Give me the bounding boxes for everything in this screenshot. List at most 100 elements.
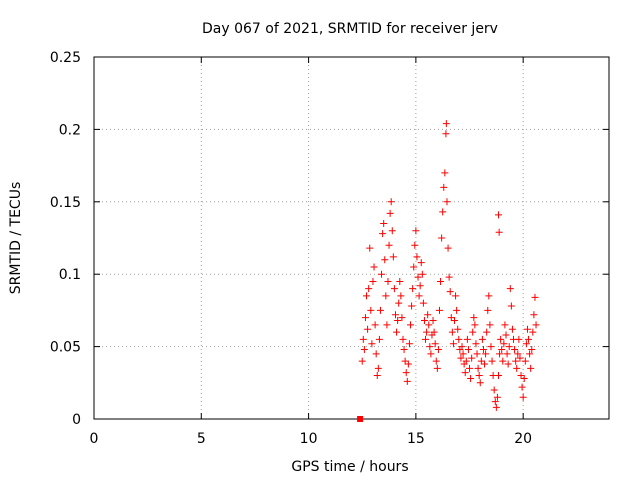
- data-point: [415, 292, 423, 300]
- y-tick-label: 0.05: [50, 340, 81, 356]
- data-point: [468, 354, 476, 362]
- data-point: [528, 345, 536, 353]
- chart-title: Day 067 of 2021, SRMTID for receiver jer…: [202, 21, 498, 37]
- data-point: [413, 253, 421, 261]
- data-point: [479, 345, 487, 353]
- data-point: [387, 198, 395, 206]
- data-point: [364, 325, 372, 333]
- data-point: [523, 325, 531, 333]
- data-point: [516, 354, 524, 362]
- data-point: [502, 331, 510, 339]
- data-point: [391, 311, 399, 319]
- data-point: [402, 369, 410, 377]
- data-point: [522, 340, 530, 348]
- data-point: [435, 306, 443, 314]
- data-point: [390, 285, 398, 293]
- plot-frame: [93, 56, 610, 420]
- data-point: [368, 340, 376, 348]
- data-point: [404, 360, 412, 368]
- data-point: [491, 398, 499, 406]
- data-point: [398, 314, 406, 322]
- data-point: [380, 220, 388, 228]
- data-point: [506, 285, 514, 293]
- data-point: [423, 328, 431, 336]
- data-point: [504, 360, 512, 368]
- data-point: [499, 357, 507, 365]
- data-point: [500, 340, 508, 348]
- data-point: [438, 234, 446, 242]
- data-point: [375, 335, 383, 343]
- data-point: [401, 357, 409, 365]
- data-point: [490, 386, 498, 394]
- data-point: [496, 350, 504, 358]
- data-point: [458, 343, 466, 351]
- data-point: [466, 364, 474, 372]
- x-tick-label: 5: [197, 431, 206, 447]
- data-point: [376, 306, 384, 314]
- x-tick-label: 20: [514, 431, 532, 447]
- data-point: [485, 292, 493, 300]
- data-point: [472, 340, 480, 348]
- data-point: [396, 277, 404, 285]
- data-point: [378, 270, 386, 278]
- data-point: [389, 253, 397, 261]
- data-point: [482, 350, 490, 358]
- data-point: [476, 379, 484, 387]
- data-point: [371, 321, 379, 329]
- data-point: [462, 357, 470, 365]
- data-point: [508, 325, 516, 333]
- data-point: [469, 328, 477, 336]
- data-point: [529, 328, 537, 336]
- y-tick-label: 0.25: [50, 50, 81, 66]
- data-point: [470, 314, 478, 322]
- data-point: [411, 241, 419, 249]
- data-point: [447, 314, 455, 322]
- x-tick-label: 15: [407, 431, 425, 447]
- data-point: [372, 350, 380, 358]
- x-tick-label: 0: [90, 431, 99, 447]
- data-point: [433, 364, 441, 372]
- y-tick-label: 0.2: [59, 122, 81, 138]
- data-point: [429, 317, 437, 325]
- x-tick-label: 10: [300, 431, 318, 447]
- data-point: [518, 383, 526, 391]
- data-point: [412, 227, 420, 235]
- data-point: [394, 317, 402, 325]
- data-point: [379, 230, 387, 238]
- data-point: [445, 273, 453, 281]
- data-point: [370, 263, 378, 271]
- data-point: [492, 403, 500, 411]
- data-point: [437, 277, 445, 285]
- data-point: [414, 273, 422, 281]
- data-point: [400, 345, 408, 353]
- data-point: [430, 328, 438, 336]
- data-point: [359, 335, 367, 343]
- data-point: [360, 345, 368, 353]
- data-point: [461, 369, 469, 377]
- data-point: [407, 321, 415, 329]
- data-point: [498, 345, 506, 353]
- data-point: [526, 350, 534, 358]
- data-point: [505, 343, 513, 351]
- data-point: [493, 393, 501, 401]
- data-point: [385, 241, 393, 249]
- data-point: [531, 293, 539, 301]
- data-point: [530, 311, 538, 319]
- data-point: [419, 299, 427, 307]
- data-point: [425, 321, 433, 329]
- data-point: [519, 393, 527, 401]
- data-point: [442, 120, 450, 128]
- data-point: [440, 183, 448, 191]
- data-point: [494, 372, 502, 380]
- data-point: [503, 350, 511, 358]
- x-axis-label: GPS time / hours: [291, 459, 408, 475]
- data-point: [463, 335, 471, 343]
- data-point: [497, 335, 505, 343]
- data-point: [395, 299, 403, 307]
- data-point: [457, 354, 465, 362]
- data-point: [459, 350, 467, 358]
- data-point: [477, 357, 485, 365]
- grid-lines: [94, 57, 609, 419]
- data-point: [501, 321, 509, 329]
- data-point: [408, 302, 416, 310]
